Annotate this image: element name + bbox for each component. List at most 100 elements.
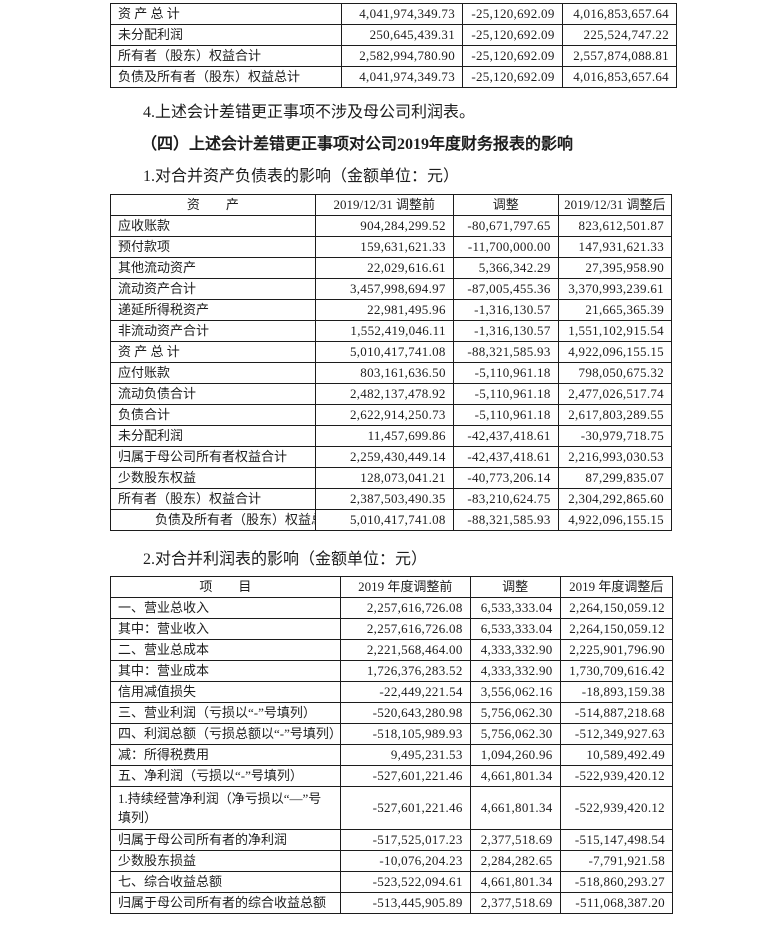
table-row: 四、利润总额（亏损总额以“-”号填列） -518,105,989.93 5,756,…: [110, 723, 674, 745]
row-value: -511,068,387.20: [559, 892, 674, 914]
row-value: -522,939,420.12: [559, 786, 674, 830]
row-value: 2,257,616,726.08: [339, 618, 471, 640]
row-value: 1,730,709,616.42: [559, 660, 674, 682]
section-heading: （四）上述会计差错更正事项对公司2019年度财务报表的影响: [141, 136, 574, 153]
row-value: 798,050,675.32: [557, 362, 673, 384]
row-value: -25,120,692.09: [462, 3, 563, 25]
row-value: 5,756,062.30: [469, 723, 561, 745]
row-value: 3,556,062.16: [469, 681, 561, 703]
balance-sheet-table-body: 应收账款 904,284,299.52 -80,671,797.65 823,612,…: [110, 215, 673, 531]
row-label: 减：所得税费用: [110, 744, 341, 766]
row-value: 2,264,150,059.12: [559, 597, 674, 619]
table-row: 减：所得税费用 9,495,231.53 1,094,260.96 10,589,49…: [110, 744, 674, 766]
row-value: 159,631,621.33: [314, 236, 454, 258]
row-label: 所有者（股东）权益合计: [109, 45, 343, 67]
row-label: 非流动资产合计: [110, 320, 316, 342]
row-value: -523,522,094.61: [339, 871, 471, 893]
row-value: 4,041,974,349.73: [341, 3, 464, 25]
row-value: -18,893,159.38: [559, 681, 674, 703]
table-row: 其中：营业收入 2,257,616,726.08 6,533,333.04 2,264…: [110, 618, 674, 640]
row-value: 3,370,993,239.61: [557, 278, 673, 300]
row-value: 1,551,102,915.54: [557, 320, 673, 342]
row-value: 904,284,299.52: [314, 215, 454, 237]
row-value: 6,533,333.04: [469, 618, 561, 640]
equity-summary-table-body: 资 产 总 计 4,041,974,349.73 -25,120,692.09 4,0…: [109, 3, 678, 88]
row-value: -42,437,418.61: [452, 446, 559, 468]
row-value: 4,016,853,657.64: [561, 66, 678, 88]
table-row: 流动负债合计 2,482,137,478.92 -5,110,961.18 2,477…: [110, 383, 673, 405]
table-row: 资 产 总 计 5,010,417,741.08 -88,321,585.93 4,9…: [110, 341, 673, 363]
table-row: 五、净利润（亏损以“-”号填列） -527,601,221.46 4,661,801…: [110, 765, 674, 787]
row-value: 147,931,621.33: [557, 236, 673, 258]
row-value: -1,316,130.57: [452, 299, 559, 321]
row-value: -5,110,961.18: [452, 404, 559, 426]
row-value: 87,299,835.07: [557, 467, 673, 489]
table-row: 七、综合收益总额 -523,522,094.61 4,661,801.34 -518,…: [110, 871, 674, 893]
row-value: 2,221,568,464.00: [339, 639, 471, 661]
table-row: 所有者（股东）权益合计 2,387,503,490.35 -83,210,624.7…: [110, 488, 673, 510]
row-value: -520,643,280.98: [339, 702, 471, 724]
note-paragraph: 4.上述会计差错更正事项不涉及母公司利润表。: [143, 104, 476, 121]
row-label: 负债及所有者（股东）权益总计: [110, 509, 316, 531]
row-value: 5,366,342.29: [452, 257, 559, 279]
row-label: 递延所得税资产: [110, 299, 316, 321]
row-value: -25,120,692.09: [462, 66, 563, 88]
table-row: 未分配利润 11,457,699.86 -42,437,418.61 -30,979,…: [110, 425, 673, 447]
table-row: 预付款项 159,631,621.33 -11,700,000.00 147,931,…: [110, 236, 673, 258]
row-value: 2,477,026,517.74: [557, 383, 673, 405]
row-value: -30,979,718.75: [557, 425, 673, 447]
table-row: 未分配利润 250,645,439.31 -25,120,692.09 225,524…: [109, 24, 678, 46]
row-value: -25,120,692.09: [462, 45, 563, 67]
column-header: 2019/12/31 调整前: [314, 194, 454, 216]
row-value: 6,533,333.04: [469, 597, 561, 619]
table-row: 应付账款 803,161,636.50 -5,110,961.18 798,050,6…: [110, 362, 673, 384]
table-row: 其中：营业成本 1,726,376,283.52 4,333,332.90 1,730…: [110, 660, 674, 682]
table-row: 负债及所有者（股东）权益总计5,010,417,741.08-88,321,58…: [110, 509, 673, 531]
table-row: 所有者（股东）权益合计 2,582,994,780.90 -25,120,692.0…: [109, 45, 678, 67]
row-value: 9,495,231.53: [339, 744, 471, 766]
row-value: 2,617,803,289.55: [557, 404, 673, 426]
income-statement-table-body: 一、营业总收入 2,257,616,726.08 6,533,333.04 2,264…: [110, 597, 674, 914]
row-value: 2,259,430,449.14: [314, 446, 454, 468]
row-value: 22,981,495.96: [314, 299, 454, 321]
row-value: -22,449,221.54: [339, 681, 471, 703]
header-row: 项 目 2019 年度调整前 调整 2019 年度调整后: [110, 576, 674, 598]
row-value: -514,887,218.68: [559, 702, 674, 724]
row-value: -517,525,017.23: [339, 829, 471, 851]
header-row: 资 产 2019/12/31 调整前 调整 2019/12/31 调整后: [110, 194, 673, 216]
row-value: 1,552,419,046.11: [314, 320, 454, 342]
row-value: 4,333,332.90: [469, 660, 561, 682]
row-label: 所有者（股东）权益合计: [110, 488, 316, 510]
row-label: 其中：营业成本: [110, 660, 341, 682]
row-value: -88,321,585.93: [452, 341, 559, 363]
row-value: -10,076,204.23: [339, 850, 471, 872]
equity-summary-table: 资 产 总 计 4,041,974,349.73 -25,120,692.09 4,0…: [109, 3, 678, 88]
table-row: 其他流动资产 22,029,616.61 5,366,342.29 27,395,95…: [110, 257, 673, 279]
row-label: 一、营业总收入: [110, 597, 341, 619]
balance-sheet-table-head: 资 产 2019/12/31 调整前 调整 2019/12/31 调整后: [110, 194, 673, 216]
subheading-balance-sheet: 1.对合并资产负债表的影响（金额单位：元）: [143, 168, 460, 185]
table-row: 三、营业利润（亏损以“-”号填列） -520,643,280.98 5,756,06…: [110, 702, 674, 724]
table-row: 负债及所有者（股东）权益总计 4,041,974,349.73 -25,120,69…: [109, 66, 678, 88]
row-value: -527,601,221.46: [339, 786, 471, 830]
row-label: 应付账款: [110, 362, 316, 384]
row-value: 11,457,699.86: [314, 425, 454, 447]
row-value: 128,073,041.21: [314, 467, 454, 489]
income-statement-impact-table: 项 目 2019 年度调整前 调整 2019 年度调整后 一、营业总收入 2,257,6…: [110, 576, 674, 914]
row-label: 三、营业利润（亏损以“-”号填列）: [110, 702, 341, 724]
row-value: -88,321,585.93: [452, 509, 559, 531]
column-header: 2019/12/31 调整后: [557, 194, 673, 216]
row-value: -522,939,420.12: [559, 765, 674, 787]
row-label: 二、营业总成本: [110, 639, 341, 661]
row-value: 1,726,376,283.52: [339, 660, 471, 682]
column-header: 项 目: [110, 576, 341, 598]
row-value: 4,333,332.90: [469, 639, 561, 661]
row-label: 负债合计: [110, 404, 316, 426]
table-row: 递延所得税资产 22,981,495.96 -1,316,130.57 21,665,…: [110, 299, 673, 321]
row-value: 2,225,901,796.90: [559, 639, 674, 661]
row-value: -512,349,927.63: [559, 723, 674, 745]
row-value: 2,387,503,490.35: [314, 488, 454, 510]
row-label: 资 产 总 计: [110, 341, 316, 363]
row-value: 803,161,636.50: [314, 362, 454, 384]
row-value: 3,457,998,694.97: [314, 278, 454, 300]
